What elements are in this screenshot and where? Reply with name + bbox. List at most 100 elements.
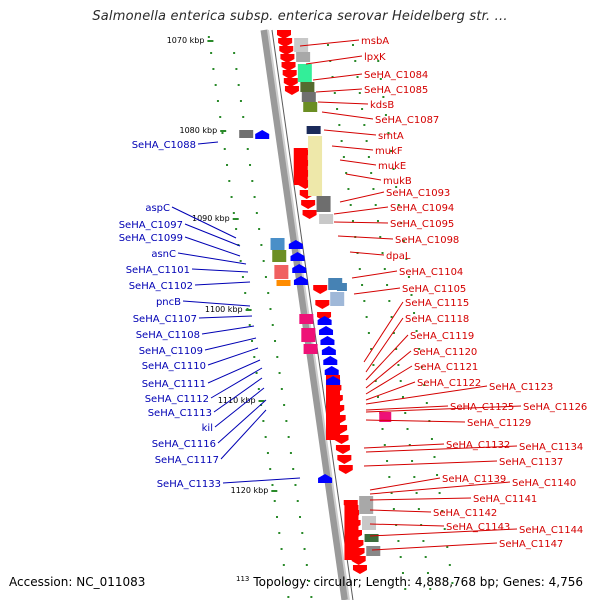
leader-line-forward	[339, 159, 377, 166]
scale-dot	[282, 564, 285, 566]
leader-line-reverse	[194, 281, 251, 286]
scale-dot	[372, 188, 375, 190]
scale-dot	[367, 156, 370, 158]
scale-tick	[258, 400, 265, 402]
leader-line-forward	[315, 88, 363, 93]
leader-line-forward	[363, 301, 404, 363]
leader-line-forward	[351, 270, 398, 279]
scale-dot	[280, 388, 283, 390]
scale-dot	[338, 124, 341, 126]
scale-dot	[292, 468, 295, 470]
scale-dot	[285, 420, 288, 422]
gene-label-forward: mukB	[383, 176, 412, 187]
position-label: 113	[236, 575, 250, 583]
scale-dot	[219, 116, 222, 118]
scale-dot	[386, 284, 389, 286]
scale-dot	[390, 150, 393, 152]
scale-dot	[361, 108, 364, 110]
gene-arrow-forward	[281, 62, 296, 71]
scale-dot	[370, 348, 373, 350]
scale-dot	[264, 276, 267, 278]
scale-dot	[406, 428, 409, 430]
scale-dot	[273, 500, 276, 502]
gene-label-reverse: SeHA_C1097	[119, 220, 183, 231]
gene-label-reverse: SeHA_C1099	[119, 233, 183, 244]
leader-line-forward	[305, 55, 363, 65]
scale-dot	[410, 294, 413, 296]
scale-dot	[374, 380, 377, 382]
leader-line-reverse	[182, 300, 251, 307]
leader-line-forward	[365, 350, 412, 389]
gene-block-reverse	[272, 250, 287, 262]
scale-dot	[401, 396, 404, 398]
gene-block-reverse	[274, 265, 289, 279]
gene-block	[336, 283, 347, 291]
scale-dot	[404, 412, 407, 414]
gene-block-forward	[293, 148, 308, 185]
scale-dot	[253, 196, 256, 198]
leader-line-reverse	[198, 315, 253, 319]
scale-dot	[296, 500, 299, 502]
gene-label-forward: SeHA_C1115	[405, 298, 469, 309]
gene-arrow-forward	[278, 38, 293, 47]
scale-dot	[365, 316, 368, 318]
leader-line-reverse	[213, 377, 263, 413]
scale-dot	[305, 564, 308, 566]
gene-arrow-forward	[284, 86, 299, 95]
gene-label-forward: dpaL	[386, 251, 411, 262]
scale-dot	[374, 204, 377, 206]
scale-dot	[251, 340, 254, 342]
scale-dot	[407, 276, 410, 278]
leader-line-forward	[353, 287, 401, 295]
scale-dot	[392, 332, 395, 334]
scale-dot	[433, 456, 436, 458]
gene-arrow-reverse	[321, 346, 336, 355]
scale-dot	[246, 148, 249, 150]
scale-dot	[287, 436, 290, 438]
scale-dot	[287, 596, 290, 598]
scale-dot	[367, 332, 370, 334]
gene-label-forward: kdsB	[370, 100, 394, 111]
scale-dot	[363, 300, 366, 302]
gene-label-forward: lpxK	[364, 52, 386, 63]
scale-dot	[249, 164, 252, 166]
scale-dot	[392, 508, 395, 510]
scale-dot	[423, 384, 426, 386]
scale-dot	[379, 236, 382, 238]
scale-label: 1110 kbp	[218, 396, 256, 405]
leader-line-forward	[363, 460, 498, 467]
gene-arrow-reverse	[318, 474, 333, 483]
gene-block	[296, 52, 311, 62]
scale-dot	[401, 572, 404, 574]
gene-label-forward: SeHA_C1123	[489, 382, 553, 393]
leader-line-forward	[365, 405, 522, 413]
leader-line-forward	[369, 481, 511, 495]
scale-dot	[356, 76, 359, 78]
gene-arrow-forward	[301, 200, 316, 209]
gene-arrow-reverse	[255, 130, 270, 139]
gene-label-forward: SeHA_C1084	[364, 70, 428, 81]
scale-dot	[301, 532, 304, 534]
scale-dot	[395, 186, 398, 188]
gene-label-reverse: SeHA_C1088	[132, 140, 196, 151]
gene-arrow-forward	[302, 210, 317, 219]
scale-dot	[415, 330, 418, 332]
gene-arrow-reverse	[323, 356, 338, 365]
scale-dot	[262, 420, 265, 422]
scale-dot	[390, 316, 393, 318]
leader-line-reverse	[207, 347, 259, 366]
scale-dot	[226, 164, 229, 166]
scale-dot	[399, 556, 402, 558]
gene-block	[362, 516, 377, 530]
gene-label-reverse: SeHA_C1109	[139, 346, 203, 357]
scale-dot	[376, 220, 379, 222]
scale-dot	[255, 372, 258, 374]
scale-dot	[258, 228, 261, 230]
gene-arrow-reverse	[290, 252, 305, 261]
gene-arrow-forward	[338, 465, 353, 474]
leader-line-reverse	[220, 409, 267, 460]
leader-line-forward	[365, 419, 466, 423]
gene-label-forward: SeHA_C1118	[405, 314, 469, 325]
leader-line-forward	[333, 221, 389, 224]
gene-block-reverse	[301, 328, 316, 342]
